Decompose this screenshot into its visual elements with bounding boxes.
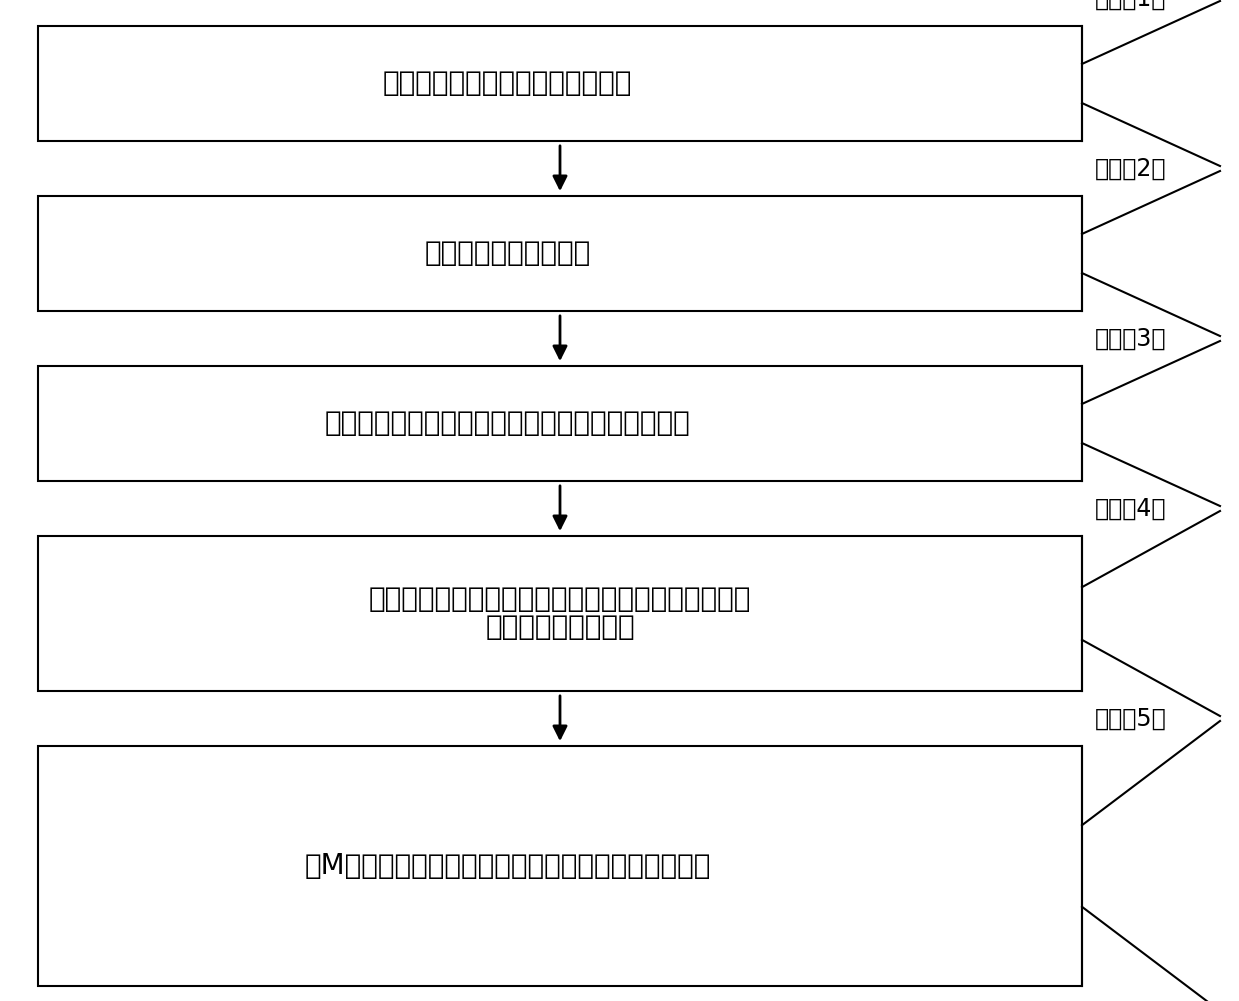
- Text: 步骤（1）: 步骤（1）: [1095, 0, 1166, 11]
- Bar: [38, 26, 1082, 141]
- Text: 等效电陀及等效感抗: 等效电陀及等效感抗: [486, 614, 634, 642]
- Bar: [38, 746, 1082, 986]
- Text: 将M类磁环进行组合，确定磁环组的抑制电磁散射效率: 将M类磁环进行组合，确定磁环组的抑制电磁散射效率: [305, 852, 711, 880]
- Text: 选择工作频率大于截止频率的磁环: 选择工作频率大于截止频率的磁环: [383, 69, 632, 97]
- Text: 导线增加磁环后，确定所述磁环的电感及感抗增量: 导线增加磁环后，确定所述磁环的电感及感抗增量: [325, 409, 690, 437]
- Text: 导线增加磁环后，确定所述导线与磁环的等效电感、: 导线增加磁环后，确定所述导线与磁环的等效电感、: [369, 586, 751, 614]
- Text: 确定所述磁环的磁导率: 确定所述磁环的磁导率: [425, 239, 591, 267]
- Bar: [38, 536, 1082, 691]
- Text: 步骤（5）: 步骤（5）: [1095, 707, 1167, 731]
- Text: 步骤（3）: 步骤（3）: [1095, 327, 1166, 351]
- Bar: [38, 196, 1082, 311]
- Text: 步骤（4）: 步骤（4）: [1095, 497, 1166, 521]
- Bar: [38, 366, 1082, 481]
- Text: 步骤（2）: 步骤（2）: [1095, 157, 1166, 181]
